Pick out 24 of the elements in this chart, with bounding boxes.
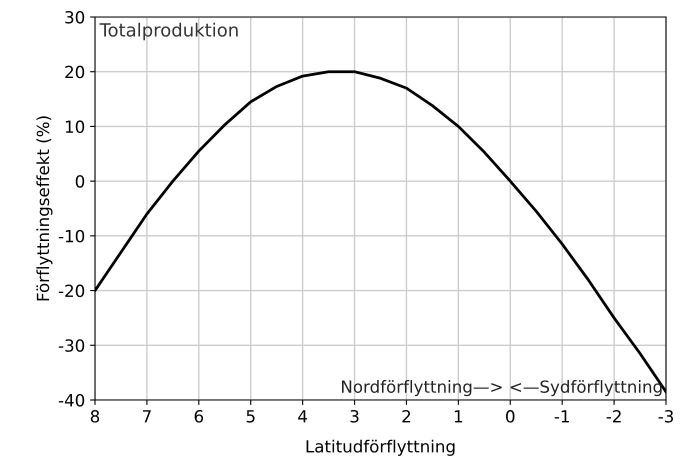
x-tick-label: 3 (350, 410, 359, 423)
x-tick-label: 4 (298, 410, 308, 422)
x-tick-label: -3 (658, 410, 673, 423)
y-tick-label: -30 (58, 339, 84, 352)
x-tick-label: 7 (142, 410, 151, 422)
y-tick-label: -10 (58, 230, 84, 242)
y-tick-label: -20 (58, 284, 84, 298)
x-tick-label: 1 (454, 410, 462, 422)
x-tick-label: -2 (606, 410, 621, 422)
y-tick-label: 20 (65, 66, 84, 78)
annotation: Nordförflyttning—> <—Sydförflyttning (342, 380, 662, 396)
x-tick-label: 2 (402, 410, 410, 422)
y-tick-label: 0 (76, 175, 84, 188)
annotation: Totalproduktion (100, 22, 238, 40)
y-tick-label: 10 (66, 120, 84, 133)
x-tick-label: 8 (90, 410, 100, 423)
y-tick-label: 30 (65, 10, 84, 24)
x-tick-label: 0 (506, 410, 514, 423)
y-tick-label: -40 (58, 394, 84, 407)
x-tick-label: -1 (554, 410, 569, 422)
x-tick-label: 5 (246, 410, 255, 423)
y-axis-title: Förflyttningseffekt (%) (36, 116, 52, 300)
x-axis-title: Latitudförflyttning (306, 440, 454, 456)
x-tick-label: 6 (194, 410, 204, 423)
